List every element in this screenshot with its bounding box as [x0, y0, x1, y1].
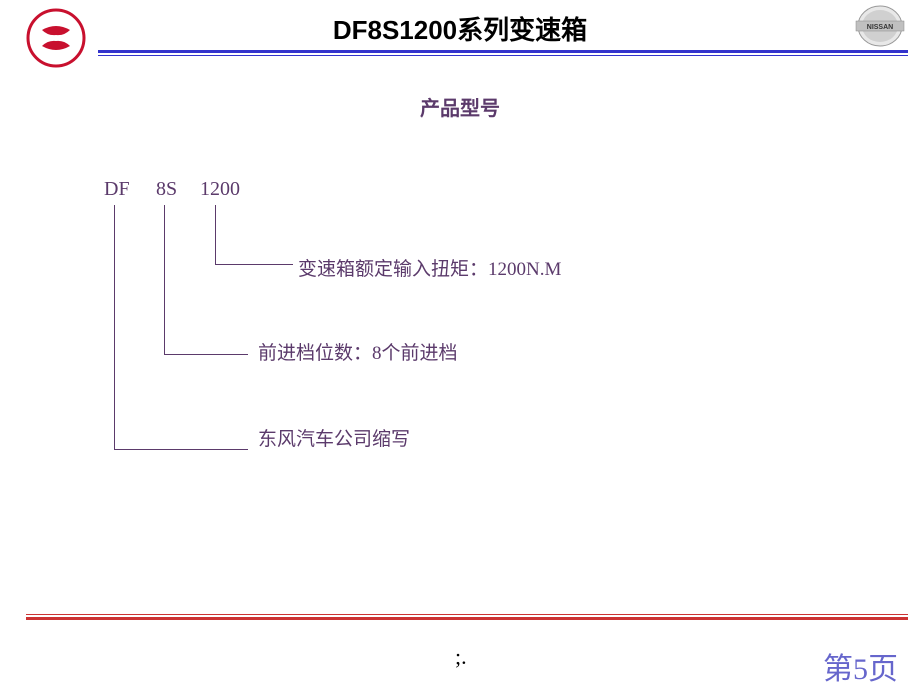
- code-part-8s: 8S: [156, 178, 177, 201]
- code-part-1200: 1200: [200, 178, 240, 201]
- code-part-df: DF: [104, 178, 130, 201]
- header-divider: [98, 50, 908, 56]
- explanation-company: 东风汽车公司缩写: [258, 424, 410, 451]
- explanation-torque: 变速箱额定输入扭矩：1200N.M: [298, 254, 561, 281]
- page-number: 第5页: [823, 644, 898, 688]
- svg-text:NISSAN: NISSAN: [867, 24, 893, 31]
- subtitle: 产品型号: [0, 92, 920, 121]
- explanation-gears: 前进档位数：8个前进档: [258, 338, 458, 365]
- bracket-company: [114, 205, 248, 450]
- footer-divider: [26, 614, 908, 620]
- page-title: DF8S1200系列变速箱: [0, 10, 920, 47]
- footer-mark: ;.: [455, 644, 467, 670]
- nissan-logo-icon: NISSAN: [850, 4, 910, 48]
